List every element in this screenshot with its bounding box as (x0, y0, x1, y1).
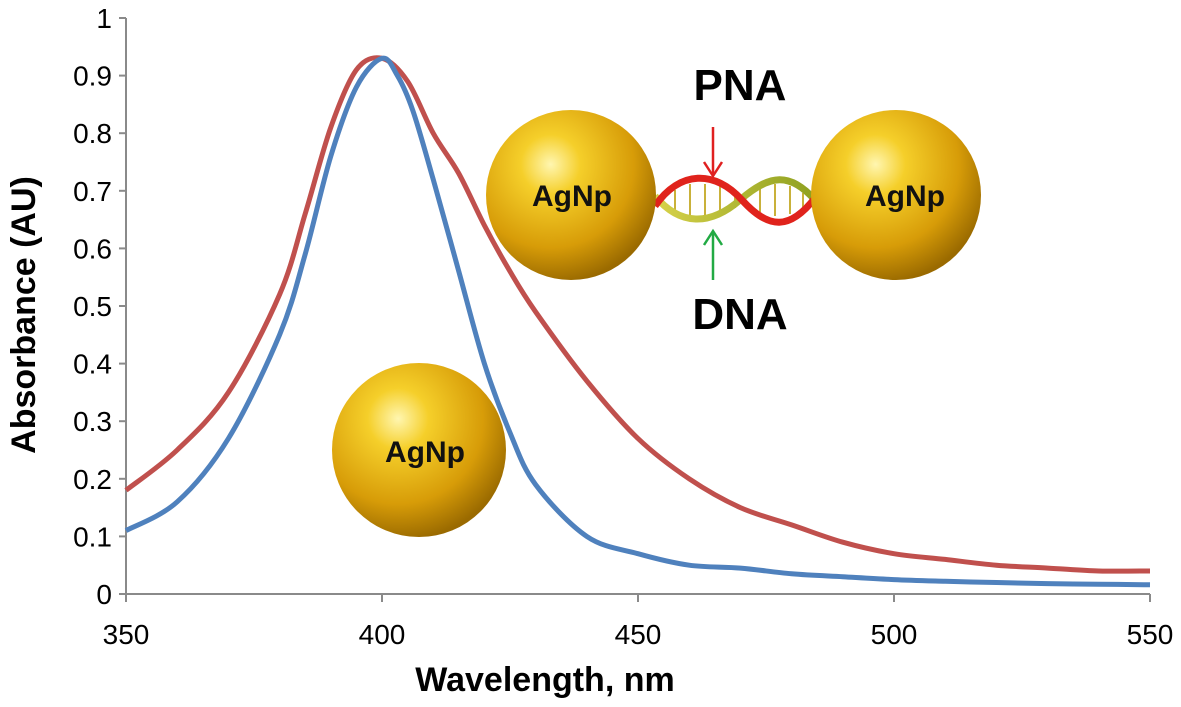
y-tick-label: 1 (96, 3, 112, 34)
x-tick-label: 500 (871, 619, 918, 650)
y-tick-label: 0.6 (73, 233, 112, 264)
dna-label: DNA (692, 290, 787, 339)
y-tick-label: 0.5 (73, 291, 112, 322)
pna-arrow (702, 127, 724, 179)
dna-arrow (702, 228, 724, 280)
y-axis-title: Absorbance (AU) (5, 176, 43, 454)
y-tick-label: 0.2 (73, 464, 112, 495)
nanoparticle-pair-right-sphere (811, 110, 981, 280)
free-nanoparticle: AgNp (332, 363, 506, 537)
y-tick-label: 0 (96, 579, 112, 610)
series-layer (124, 55, 1151, 588)
series-line-1 (124, 55, 1151, 574)
y-tick-label: 0.3 (73, 406, 112, 437)
y-tick-label: 0.1 (73, 521, 112, 552)
free-nanoparticle-label: AgNp (385, 436, 465, 469)
x-tick-label: 350 (103, 619, 150, 650)
nanoparticle-pair-right: AgNp (811, 110, 981, 280)
nanoparticle-pair-left: AgNp (486, 110, 656, 280)
x-axis-title: Wavelength, nm (415, 661, 674, 699)
y-tick-label: 0.8 (73, 118, 112, 149)
free-nanoparticle-sphere (332, 363, 506, 537)
x-tick-label: 450 (615, 619, 662, 650)
x-ticks: 350 400 450 500 550 (103, 594, 1174, 650)
pna-label: PNA (694, 61, 787, 110)
x-tick-label: 400 (359, 619, 406, 650)
series-line-2 (124, 55, 1151, 588)
duplex-strands (652, 174, 818, 226)
y-tick-label: 0.4 (73, 349, 112, 380)
pna-strand (652, 174, 818, 226)
nanoparticle-pair-left-label: AgNp (532, 180, 612, 213)
x-tick-label: 550 (1127, 619, 1174, 650)
nanoparticle-pair-right-label: AgNp (865, 180, 945, 213)
y-tick-label: 0.7 (73, 176, 112, 207)
y-ticks: 0 0.1 0.2 0.3 0.4 0.5 0.6 0.7 0.8 0.9 1 (73, 3, 126, 610)
y-tick-label: 0.9 (73, 61, 112, 92)
nanoparticle-pair-left-sphere (486, 110, 656, 280)
